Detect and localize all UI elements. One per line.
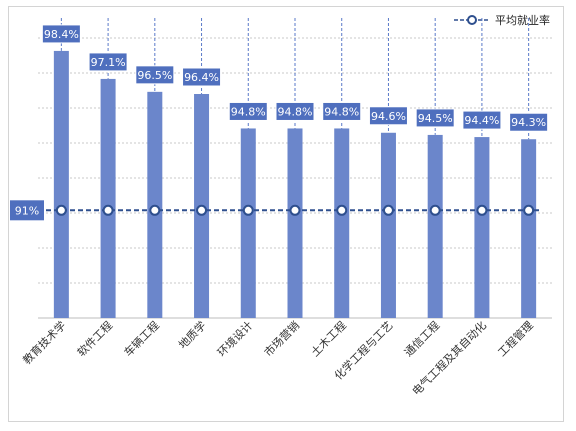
bar	[521, 139, 537, 318]
bar	[427, 134, 443, 318]
bar	[474, 137, 490, 318]
data-label-box	[182, 67, 222, 87]
average-marker	[55, 204, 67, 216]
average-label: 91%	[15, 204, 39, 217]
data-label: 98.4%	[44, 28, 79, 41]
data-label: 94.8%	[324, 105, 359, 118]
average-marker	[196, 204, 208, 216]
data-label: 94.8%	[231, 105, 266, 118]
chart-legend: 平均就业率	[453, 12, 550, 28]
x-tick-label: 土木工程	[309, 319, 349, 359]
data-label-box	[415, 108, 455, 128]
x-tick-label: 软件工程	[74, 318, 115, 359]
x-tick-label: 车辆工程	[121, 318, 162, 359]
data-label-box	[509, 112, 549, 132]
x-tick-label: 教育技术学	[20, 318, 69, 367]
bar	[240, 128, 256, 318]
data-label-box	[135, 65, 175, 85]
legend-line-marker-icon	[454, 15, 490, 25]
bar	[287, 128, 303, 318]
data-label-box	[322, 101, 362, 121]
data-label: 97.1%	[91, 56, 126, 69]
average-marker	[476, 204, 488, 216]
average-marker	[242, 204, 254, 216]
x-tick-label: 通信工程	[402, 319, 442, 359]
bar	[380, 132, 396, 318]
data-label-box	[228, 101, 268, 121]
average-marker	[149, 204, 161, 216]
average-marker	[102, 204, 114, 216]
bar	[334, 128, 350, 318]
data-label: 94.3%	[511, 116, 546, 129]
bar	[53, 50, 69, 319]
average-marker	[523, 204, 535, 216]
data-label-box	[88, 52, 128, 72]
x-tick-label: 工程管理	[495, 318, 536, 359]
data-label: 94.8%	[278, 105, 313, 118]
average-marker	[336, 204, 348, 216]
data-label-box	[368, 106, 408, 126]
bar	[100, 78, 116, 318]
x-tick-label: 市场营销	[261, 318, 302, 359]
data-label-box	[41, 24, 81, 44]
average-marker	[382, 204, 394, 216]
average-marker	[289, 204, 301, 216]
average-marker	[429, 204, 441, 216]
data-label: 96.5%	[137, 69, 172, 82]
data-label: 94.4%	[464, 114, 499, 127]
data-label: 94.5%	[418, 112, 453, 125]
legend-label: 平均就业率	[495, 14, 550, 27]
x-tick-label: 环境设计	[214, 318, 255, 359]
average-label-box	[10, 200, 44, 221]
data-label: 96.4%	[184, 71, 219, 84]
x-tick-label: 地质学	[175, 318, 208, 351]
data-label-box	[462, 110, 502, 130]
data-label: 94.6%	[371, 110, 406, 123]
data-label-box	[275, 101, 315, 121]
